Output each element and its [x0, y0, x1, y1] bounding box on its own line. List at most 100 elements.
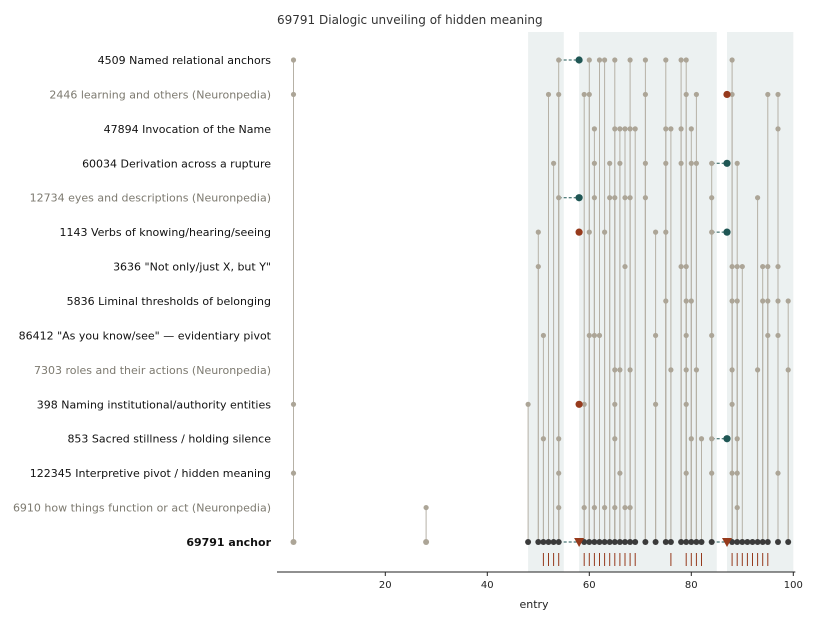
data-point	[545, 91, 552, 98]
anchor-point	[545, 539, 552, 546]
x-tick-label: 40	[481, 580, 494, 591]
x-tick-label: 100	[784, 580, 803, 591]
anchor-point	[744, 539, 751, 546]
data-point	[693, 91, 700, 98]
data-point	[683, 91, 689, 98]
anchor-point	[535, 539, 542, 546]
data-point	[663, 160, 669, 166]
data-point	[535, 263, 541, 270]
anchor-point	[540, 539, 547, 546]
data-point	[607, 160, 613, 166]
data-point	[556, 470, 562, 476]
data-point	[591, 332, 598, 339]
data-point	[709, 160, 715, 166]
data-point	[729, 470, 735, 476]
data-point	[709, 229, 715, 235]
data-point	[734, 160, 740, 166]
data-point	[642, 57, 649, 63]
x-tick-label: 20	[379, 580, 392, 591]
data-point	[668, 126, 674, 132]
row-labels: 4509 Named relational anchors 2446 learni…	[13, 54, 272, 549]
data-point	[775, 470, 781, 476]
data-point	[729, 263, 735, 270]
x-tick-label: 80	[685, 580, 698, 591]
data-point	[729, 401, 735, 407]
data-point	[551, 160, 557, 166]
data-point	[663, 57, 669, 63]
data-point	[653, 332, 659, 339]
data-point	[663, 229, 669, 235]
data-point	[627, 367, 633, 373]
anchor-point	[423, 539, 430, 546]
data-point	[581, 91, 587, 98]
data-point	[581, 504, 587, 511]
data-point	[755, 367, 761, 373]
data-points	[290, 56, 792, 548]
data-point	[540, 332, 547, 339]
x-tick-label: 60	[583, 580, 596, 591]
data-point	[290, 401, 297, 407]
data-point	[709, 436, 715, 442]
data-point	[591, 195, 598, 201]
data-point	[642, 91, 649, 98]
data-point	[617, 126, 623, 132]
data-point	[612, 401, 618, 407]
anchor-point	[764, 539, 771, 546]
row-label: 3636 "Not only/just X, but Y"	[113, 261, 271, 274]
anchor-triangle	[722, 538, 732, 548]
data-point	[642, 195, 649, 201]
data-point	[729, 298, 735, 304]
data-point	[734, 470, 740, 476]
anchor-point	[754, 539, 761, 546]
data-point	[663, 298, 669, 304]
data-point	[423, 504, 429, 511]
data-point	[765, 91, 771, 98]
data-point	[734, 504, 740, 511]
row-label: 4509 Named relational anchors	[98, 54, 272, 67]
data-point	[556, 195, 562, 201]
row-label: 5836 Liminal thresholds of belonging	[67, 295, 271, 308]
data-point	[683, 401, 689, 407]
anchor-point	[622, 539, 628, 546]
row-label: 398 Naming institutional/authority entit…	[37, 398, 272, 411]
data-point	[775, 263, 781, 270]
data-point	[698, 436, 705, 442]
data-point	[734, 263, 740, 270]
highlight-band-1	[579, 32, 717, 572]
anchor-point	[688, 539, 695, 546]
anchor-point	[678, 539, 685, 546]
data-point	[591, 160, 598, 166]
data-point	[525, 401, 531, 407]
data-point	[785, 298, 791, 304]
data-point	[622, 195, 628, 201]
data-point	[556, 57, 562, 63]
data-point	[612, 57, 618, 63]
data-point	[632, 126, 638, 132]
data-point	[586, 91, 592, 98]
data-point	[775, 332, 781, 339]
data-point	[709, 195, 715, 201]
anchor-point	[550, 539, 557, 546]
row-label: 853 Sacred stillness / holding silence	[67, 433, 271, 446]
data-point	[739, 263, 745, 270]
anchor-point	[698, 539, 705, 546]
row-label: 12734 eyes and descriptions (Neuronpedia…	[30, 192, 271, 205]
anchor-point	[555, 539, 562, 546]
rust-point	[575, 228, 583, 236]
anchor-point	[749, 539, 756, 546]
data-point	[591, 504, 598, 511]
data-point	[683, 332, 689, 339]
data-point	[683, 263, 689, 270]
anchor-point	[662, 539, 669, 546]
anchor-triangle	[574, 538, 585, 548]
data-point	[729, 367, 735, 373]
data-point	[678, 57, 684, 63]
anchor-point	[616, 539, 623, 546]
data-point	[688, 126, 694, 132]
anchor-point	[734, 539, 741, 546]
anchor-point	[775, 539, 781, 546]
teal-point	[723, 435, 731, 443]
data-point	[663, 126, 669, 132]
anchor-point	[667, 539, 674, 546]
